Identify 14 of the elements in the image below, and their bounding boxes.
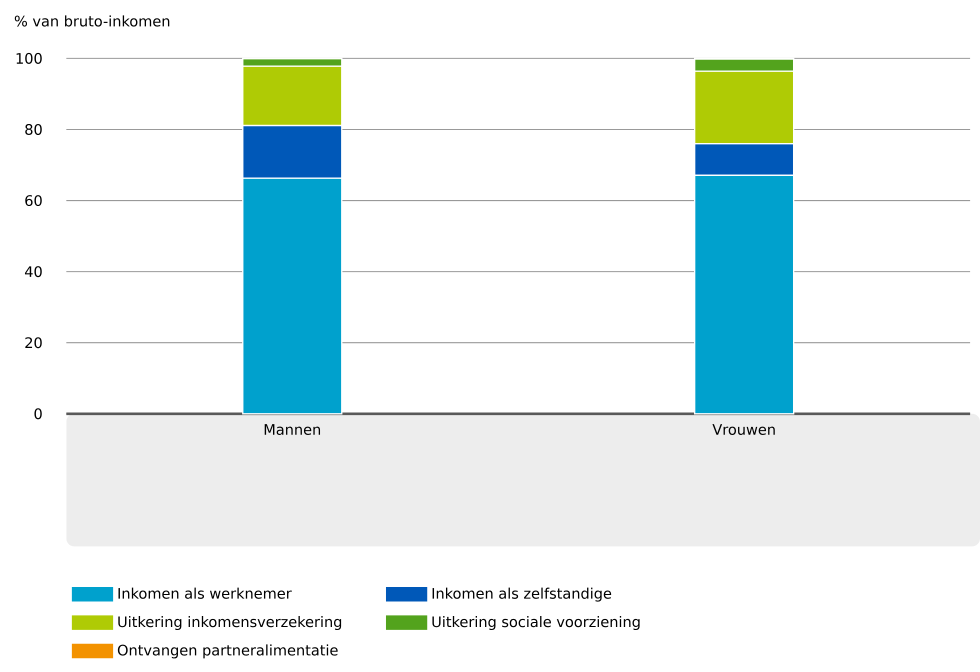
legend-label: Uitkering sociale voorziening xyxy=(432,616,640,630)
legend-label: Inkomen als zelfstandige xyxy=(432,588,612,602)
legend-label: Uitkering inkomensverzekering xyxy=(118,616,342,630)
y-tick-label: 100 xyxy=(16,52,42,64)
y-axis-title: % van bruto-inkomen xyxy=(14,15,170,27)
legend-label: Inkomen als werknemer xyxy=(118,588,292,599)
y-tick-label: 20 xyxy=(25,337,42,348)
x-tick-label: Mannen xyxy=(264,424,320,435)
y-tick-label: 0 xyxy=(34,408,42,420)
y-tick-label: 60 xyxy=(25,195,42,206)
y-tick-label: 80 xyxy=(25,124,42,135)
y-tick-label: 40 xyxy=(24,266,42,278)
x-tick-label: Vrouwen xyxy=(712,424,775,435)
legend-label: Ontvangen partneralimentatie xyxy=(118,644,338,658)
